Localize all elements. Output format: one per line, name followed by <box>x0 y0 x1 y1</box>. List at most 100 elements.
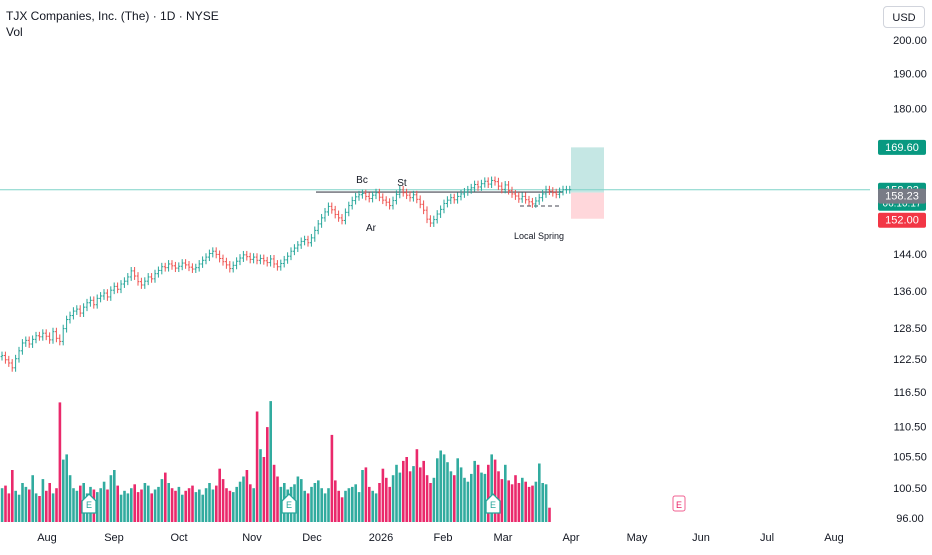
price-bar <box>14 354 17 372</box>
price-bar <box>384 196 388 207</box>
price-bar <box>153 269 157 283</box>
volume-bar <box>500 479 504 522</box>
volume-bar <box>524 481 527 522</box>
price-tick-label: 200.00 <box>893 35 927 47</box>
volume-bar <box>487 464 490 522</box>
price-bar <box>452 193 456 204</box>
price-bar <box>327 202 330 216</box>
price-bar <box>480 179 483 191</box>
price-bar <box>279 259 283 271</box>
volume-bar <box>238 481 242 522</box>
price-bar <box>31 335 34 348</box>
volume-bar <box>119 494 123 522</box>
time-tick-label: Jul <box>760 532 774 544</box>
price-bar <box>347 201 351 217</box>
volume-bar <box>215 485 218 522</box>
volume-bar <box>442 454 446 522</box>
price-bar <box>10 359 14 372</box>
volume-bar <box>544 484 548 522</box>
price-bar <box>354 192 357 205</box>
price-label-target: 169.60 <box>878 139 926 155</box>
volume-bar <box>208 483 211 522</box>
volume-bar <box>198 489 201 522</box>
price-tick-label: 110.50 <box>894 421 927 433</box>
price-bar <box>330 202 334 214</box>
price-bar <box>242 250 245 262</box>
price-bar <box>429 215 432 227</box>
price-bar <box>486 177 490 189</box>
price-bar <box>150 273 153 283</box>
price-bar <box>558 187 561 199</box>
price-bar <box>439 205 442 218</box>
price-bar <box>493 176 497 186</box>
volume-bar <box>534 481 538 522</box>
price-bar <box>167 260 170 272</box>
price-bar <box>490 176 493 189</box>
price-bar <box>65 315 68 333</box>
volume-bar <box>126 493 130 522</box>
price-tick-label: 96.00 <box>896 513 924 525</box>
earnings-marker[interactable]: E <box>81 493 97 514</box>
price-bar <box>286 252 289 264</box>
volume-bar <box>147 485 150 522</box>
price-bar <box>282 255 286 268</box>
time-tick-label: Sep <box>104 532 124 544</box>
earnings-marker[interactable]: E <box>672 495 686 512</box>
price-bar <box>316 219 320 235</box>
earnings-marker[interactable]: E <box>281 493 297 514</box>
wyckoff-annotation: Ar <box>366 223 377 234</box>
price-bar <box>548 185 551 195</box>
price-bar <box>459 190 463 201</box>
price-bar <box>228 260 232 273</box>
price-bar <box>27 336 31 348</box>
price-bar <box>85 298 89 312</box>
price-bar <box>381 193 385 205</box>
volume-bar <box>317 480 320 522</box>
volume-bar <box>177 486 181 522</box>
price-bar <box>320 213 323 228</box>
price-bar <box>418 195 422 209</box>
currency-selector[interactable]: USD <box>883 6 925 28</box>
volume-bar <box>249 484 252 522</box>
price-bar <box>17 346 21 363</box>
volume-bar <box>150 493 153 522</box>
volume-bar <box>170 488 174 522</box>
price-bar <box>68 311 72 324</box>
volume-bar <box>340 497 344 522</box>
price-bar <box>401 185 405 197</box>
earnings-marker-shape <box>81 493 97 514</box>
volume-bar <box>157 486 160 522</box>
volume-bar <box>412 466 415 522</box>
volume-bar <box>527 486 531 522</box>
time-tick-label: Feb <box>434 532 453 544</box>
price-bar <box>95 294 99 309</box>
price-bar <box>537 193 541 205</box>
volume-bar <box>194 492 198 522</box>
volume-bar <box>255 411 259 522</box>
price-bar <box>92 296 96 309</box>
earnings-marker[interactable]: E <box>485 493 501 514</box>
price-bar <box>163 262 167 272</box>
volume-bar <box>21 483 24 522</box>
volume-bar <box>123 490 126 522</box>
volume-bar <box>116 485 119 522</box>
volume-bar <box>439 450 442 522</box>
price-bar <box>48 332 51 344</box>
price-bar <box>51 327 55 344</box>
volume-bar <box>232 492 235 522</box>
price-bar <box>269 255 272 267</box>
price-bar <box>449 193 453 205</box>
price-bar <box>38 331 41 341</box>
volume-bar <box>109 475 113 522</box>
volume-bar <box>548 507 551 522</box>
price-bar <box>544 185 548 198</box>
price-bar <box>391 196 395 210</box>
price-bar <box>208 249 211 262</box>
price-tick-label: 190.00 <box>893 68 927 80</box>
volume-bar <box>102 481 106 522</box>
volume-bar <box>225 488 228 522</box>
time-tick-label: 2026 <box>369 532 393 544</box>
price-tick-label: 122.50 <box>893 354 927 366</box>
